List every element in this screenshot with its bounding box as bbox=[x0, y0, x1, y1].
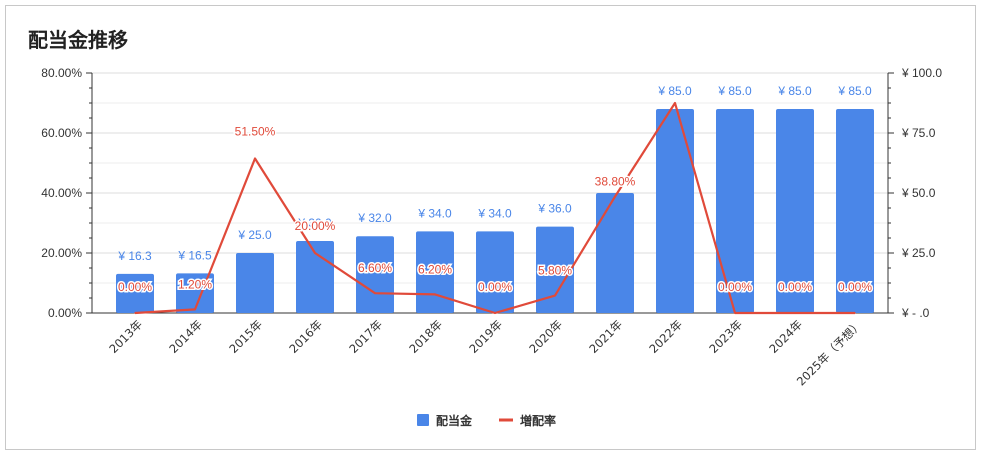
rate-data-label: 20.00% bbox=[295, 219, 336, 233]
chart-frame bbox=[5, 5, 976, 450]
bar-data-label: ¥ 16.3 bbox=[117, 249, 152, 263]
right-axis-tick-label: ¥ 100.0 bbox=[901, 66, 942, 80]
bar bbox=[116, 273, 154, 313]
rate-point bbox=[314, 252, 316, 254]
bar bbox=[776, 109, 814, 313]
rate-data-label: 1.20% bbox=[178, 277, 212, 291]
chart-title: 配当金推移 bbox=[28, 28, 128, 52]
rate-point bbox=[194, 308, 196, 311]
left-axis-tick-label: 0.00% bbox=[48, 306, 82, 320]
left-axis-tick-label: 20.00% bbox=[41, 246, 82, 260]
rate-point bbox=[434, 293, 436, 296]
rate-point bbox=[674, 102, 676, 104]
bar-data-label: ¥ 32.0 bbox=[357, 211, 392, 225]
x-axis-category-label: 2020年 bbox=[526, 317, 565, 356]
bar-data-label: ¥ 25.0 bbox=[237, 228, 272, 242]
rate-point bbox=[494, 312, 496, 314]
right-axis-tick-label: ¥ 25.0 bbox=[901, 246, 936, 260]
x-axis-category-label: 2022年 bbox=[646, 317, 685, 356]
bar bbox=[716, 109, 754, 313]
x-axis-category-label: 2014年 bbox=[166, 317, 205, 356]
rate-data-label: 6.60% bbox=[358, 261, 392, 275]
x-axis-category-label: 2024年 bbox=[766, 317, 805, 356]
x-axis-category-label: 2021年 bbox=[586, 317, 625, 356]
rate-data-label: 0.00% bbox=[118, 280, 152, 294]
left-axis-tick-label: 40.00% bbox=[41, 186, 82, 200]
rate-point bbox=[254, 157, 256, 160]
bar-data-label: ¥ 85.0 bbox=[777, 84, 812, 98]
bar-data-label: ¥ 16.5 bbox=[177, 248, 212, 262]
left-axis-tick-label: 80.00% bbox=[41, 66, 82, 80]
rate-data-label: 0.00% bbox=[778, 280, 812, 294]
legend-label-bar: 配当金 bbox=[436, 413, 473, 428]
bar-data-label: ¥ 30.0 bbox=[297, 216, 332, 230]
rate-point bbox=[734, 312, 736, 314]
rate-data-label: 5.80% bbox=[538, 264, 572, 278]
bar bbox=[236, 253, 274, 313]
rate-point bbox=[614, 195, 616, 198]
bar bbox=[476, 231, 514, 313]
rate-data-label: 0.00% bbox=[838, 280, 872, 294]
rate-point bbox=[554, 294, 556, 297]
legend-swatch-bar bbox=[417, 414, 429, 426]
rate-data-label: 6.20% bbox=[418, 262, 452, 276]
x-axis-category-label: 2015年 bbox=[226, 317, 265, 356]
bar bbox=[596, 193, 634, 313]
rate-point bbox=[134, 312, 136, 314]
x-axis-category-label: 2023年 bbox=[706, 317, 745, 356]
rate-data-label: 0.00% bbox=[478, 280, 512, 294]
rate-point bbox=[374, 292, 376, 295]
bar bbox=[416, 231, 454, 313]
rate-point bbox=[854, 312, 856, 314]
bar bbox=[656, 109, 694, 313]
left-axis-tick-label: 60.00% bbox=[41, 126, 82, 140]
bar-data-label: ¥ 85.0 bbox=[657, 84, 692, 98]
bar-data-label: ¥ 85.0 bbox=[717, 84, 752, 98]
x-axis-category-label: 2013年 bbox=[106, 317, 145, 356]
rate-data-label: 0.00% bbox=[718, 280, 752, 294]
x-axis-category-label: 2018年 bbox=[406, 317, 445, 356]
rate-data-label: 38.80% bbox=[595, 175, 636, 189]
right-axis-tick-label: ¥ 50.0 bbox=[901, 186, 936, 200]
x-axis-category-label: 2025年（予想） bbox=[794, 317, 865, 388]
x-axis-category-label: 2019年 bbox=[466, 317, 505, 356]
right-axis-tick-label: ¥ - .0 bbox=[901, 306, 930, 320]
bar bbox=[536, 226, 574, 313]
bar-data-label: ¥ 85.0 bbox=[837, 84, 872, 98]
right-axis-tick-label: ¥ 75.0 bbox=[901, 126, 936, 140]
x-axis-category-label: 2016年 bbox=[286, 317, 325, 356]
bar-data-label: ¥ 34.0 bbox=[417, 206, 452, 220]
bar bbox=[836, 109, 874, 313]
rate-point bbox=[794, 312, 796, 314]
bar-data-label: ¥ 36.0 bbox=[537, 202, 572, 216]
x-axis-category-label: 2017年 bbox=[346, 317, 385, 356]
legend-label-line: 増配率 bbox=[520, 413, 556, 428]
bar-data-label: ¥ 34.0 bbox=[477, 206, 512, 220]
rate-data-label: 51.50% bbox=[235, 125, 276, 139]
